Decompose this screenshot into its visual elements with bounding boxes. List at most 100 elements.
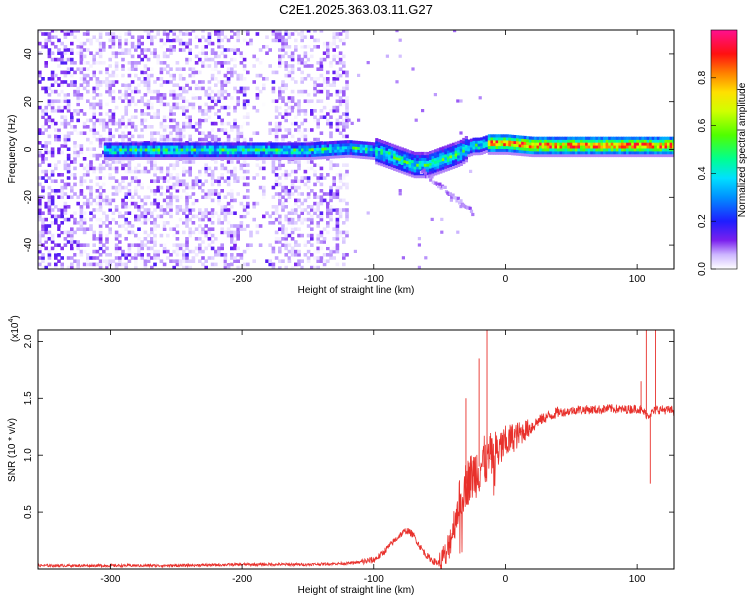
heatmap-cell: [349, 143, 353, 147]
heatmap-cell: [278, 240, 282, 244]
heatmap-cell: [271, 128, 276, 132]
heatmap-cell: [191, 96, 196, 100]
heatmap-cell: [237, 145, 241, 149]
heatmap-cell: [54, 163, 58, 167]
heatmap-cell: [258, 48, 263, 52]
heatmap-cell: [119, 148, 123, 152]
heatmap-cell: [188, 145, 192, 149]
heatmap-cell: [293, 148, 297, 152]
heatmap-cell: [182, 173, 186, 177]
heatmap-cell: [518, 152, 522, 156]
heatmap-cell: [603, 142, 607, 146]
heatmap-cell: [322, 57, 327, 62]
heatmap-cell: [436, 154, 440, 158]
heatmap-cell: [79, 109, 84, 113]
heatmap-cell: [89, 105, 93, 110]
heatmap-cell: [214, 112, 218, 116]
heatmap-cell: [405, 157, 410, 162]
heatmap-cell: [290, 265, 295, 269]
heatmap-cell: [226, 227, 231, 231]
heatmap-cell: [146, 89, 151, 94]
heatmap-cell: [182, 265, 186, 269]
heatmap-cell: [230, 128, 234, 132]
heatmap-cell: [230, 173, 234, 177]
heatmap-cell: [567, 139, 571, 143]
heatmap-cell: [127, 137, 132, 142]
heatmap-cell: [47, 93, 52, 97]
heatmap-cell: [223, 195, 228, 199]
heatmap-cell: [185, 201, 189, 206]
heatmap-cell: [326, 149, 330, 154]
heatmap-cell: [449, 155, 453, 159]
heatmap-cell: [436, 162, 440, 166]
heatmap-cell: [303, 182, 308, 187]
heatmap-cell: [47, 230, 52, 235]
heatmap-cell: [92, 262, 96, 267]
heatmap-cell: [166, 35, 170, 39]
heatmap-cell: [237, 156, 241, 160]
heatmap-cell: [105, 237, 109, 241]
heatmap-cell: [111, 156, 115, 160]
heatmap-cell: [162, 243, 167, 247]
heatmap-cell: [175, 205, 180, 209]
heatmap-cell: [166, 173, 170, 177]
heatmap-cell: [150, 137, 154, 142]
heatmap-cell: [98, 83, 103, 87]
heatmap-cell: [672, 136, 674, 140]
heatmap-cell: [162, 192, 167, 196]
heatmap-cell: [44, 147, 48, 151]
heatmap-cell: [211, 148, 215, 152]
heatmap-cell: [284, 61, 288, 65]
heatmap-cell: [220, 86, 224, 91]
heatmap-cell: [271, 265, 276, 269]
heatmap-cell: [73, 70, 77, 75]
heatmap-cell: [92, 134, 96, 139]
heatmap-cell: [180, 156, 184, 160]
heatmap-cell: [38, 153, 42, 158]
heatmap-cell: [178, 259, 183, 263]
heatmap-cell: [165, 156, 169, 160]
heatmap-cell: [73, 217, 77, 222]
heatmap-cell: [183, 145, 187, 149]
heatmap-cell: [210, 73, 215, 78]
heatmap-cell: [57, 105, 61, 110]
heatmap-cell: [204, 192, 208, 196]
heatmap-cell: [214, 262, 218, 267]
heatmap-cell: [608, 153, 612, 158]
heatmap-cell: [485, 135, 489, 139]
heatmap-cell: [50, 150, 55, 155]
heatmap-cell: [536, 139, 540, 143]
heatmap-cell: [436, 148, 440, 152]
heatmap-cell: [111, 166, 116, 171]
heatmap-cell: [284, 198, 288, 203]
heatmap-cell: [150, 105, 154, 110]
heatmap-cell: [130, 134, 135, 139]
heatmap-cell: [300, 121, 304, 126]
heatmap-cell: [290, 211, 295, 215]
heatmap-cell: [294, 253, 298, 257]
heatmap-cell: [162, 131, 167, 135]
heatmap-cell: [487, 142, 491, 147]
heatmap-cell: [462, 146, 466, 150]
heatmap-cell: [319, 201, 324, 206]
heatmap-cell: [270, 145, 274, 149]
heatmap-cell: [311, 148, 315, 152]
heatmap-cell: [102, 118, 106, 123]
heatmap-cell: [182, 134, 186, 139]
heatmap-cell: [544, 139, 548, 143]
heatmap-cell: [247, 148, 251, 152]
heatmap-cell: [335, 189, 340, 193]
heatmap-cell: [326, 70, 330, 75]
heatmap-cell: [214, 32, 218, 36]
heatmap-cell: [246, 99, 250, 103]
heatmap-cell: [306, 224, 311, 228]
heatmap-cell: [393, 144, 397, 148]
heatmap-cell: [290, 148, 294, 152]
heatmap-cell: [73, 93, 77, 97]
heatmap-cell: [118, 160, 122, 164]
heatmap-cell: [118, 38, 122, 43]
heatmap-cell: [454, 156, 458, 160]
heatmap-cell: [146, 125, 151, 129]
heatmap-cell: [188, 265, 192, 269]
heatmap-cell: [287, 70, 292, 75]
